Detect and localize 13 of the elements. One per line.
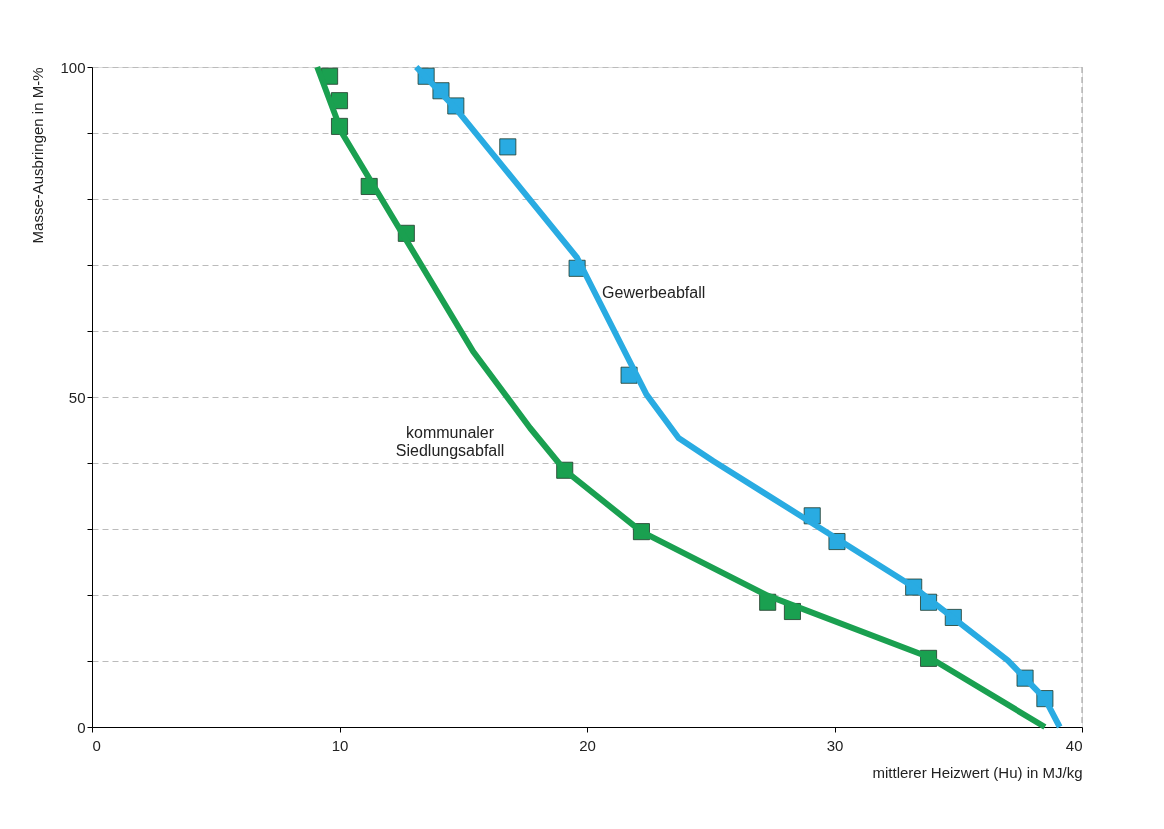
x-tick-label: 10 [331, 736, 349, 754]
x-axis-title: mittlerer Heizwert (Hu) in MJ/kg [872, 763, 1083, 781]
y-tick-label: 0 [77, 718, 86, 736]
y-tick-label: 100 [60, 58, 86, 76]
series-label: Gewerbeabfall [602, 283, 706, 301]
y-axis-title: Masse-Ausbringen in M-% [29, 67, 47, 244]
series-label: kommunaler Siedlungsabfall [395, 424, 505, 460]
x-tick-label: 0 [92, 736, 101, 754]
x-tick-label: 40 [1065, 736, 1083, 754]
point [499, 138, 517, 156]
y-tick-label: 50 [68, 388, 86, 406]
x-tick-label: 20 [579, 736, 596, 754]
x-tick-label: 30 [826, 736, 844, 754]
